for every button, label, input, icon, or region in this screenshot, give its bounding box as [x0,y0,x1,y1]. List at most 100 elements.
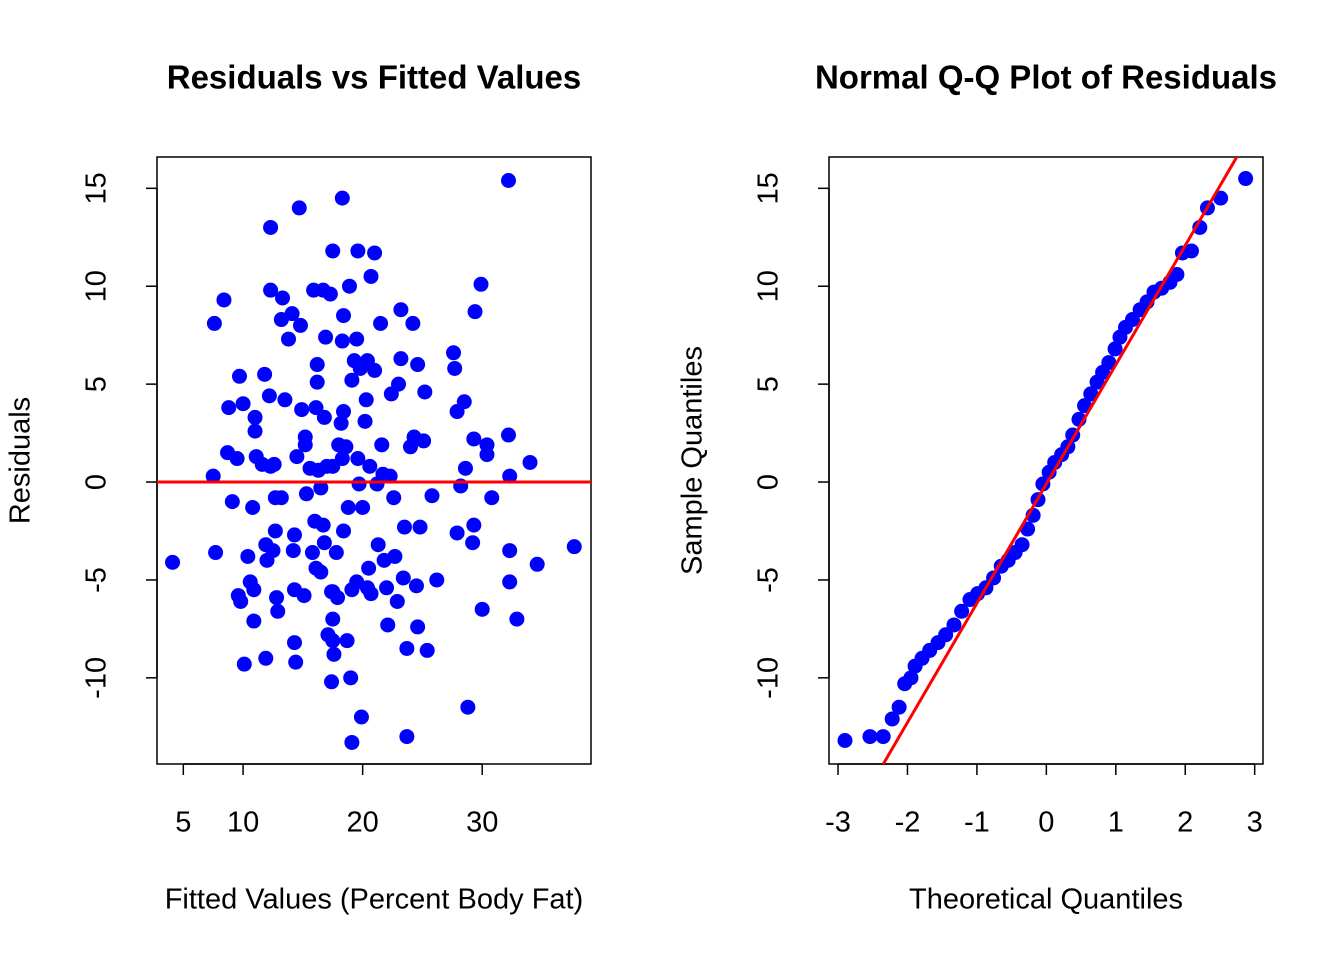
point [273,490,289,506]
point [502,468,518,484]
point [355,499,371,515]
point [938,627,954,643]
y-axis-label: Sample Quantiles [677,346,709,575]
point [344,372,360,388]
point [341,278,357,294]
point [330,590,346,606]
point [316,535,332,551]
point [479,447,495,463]
point [328,545,344,561]
x-tick-label: 1 [1108,807,1124,839]
point [289,449,305,465]
point [837,733,853,749]
point [281,331,297,347]
panel: Normal Q-Q Plot of Residuals Theoretical … [677,59,1277,916]
point [324,674,340,690]
point [206,315,222,331]
point [336,308,352,324]
y-tick-label: -10 [81,657,113,699]
x-axis-label: Fitted Values (Percent Body Fat) [165,884,584,916]
point [449,525,465,541]
point [466,431,482,447]
y-tick-label: 15 [753,172,785,204]
point [258,650,274,666]
point [247,409,263,425]
y-tick-label: 5 [753,376,785,392]
point [288,654,304,670]
point [318,329,334,345]
point [484,490,500,506]
point [467,304,483,320]
point [405,315,421,331]
reference-line [881,157,1239,764]
x-tick-label: 0 [1038,807,1054,839]
point [325,611,341,627]
point [322,286,338,302]
point [315,517,331,533]
point [235,396,251,412]
point [334,190,350,206]
point [501,427,517,443]
point [566,539,582,555]
point [410,357,426,373]
y-tick-label: -5 [753,567,785,593]
point [336,523,352,539]
point [325,633,341,649]
point [292,317,308,333]
point [221,400,237,416]
point [370,537,386,553]
point [416,433,432,449]
point [399,640,415,656]
point [522,454,538,470]
point [338,439,354,455]
x-tick-label: 20 [347,807,379,839]
point [395,570,411,586]
point [309,374,325,390]
point [333,415,349,431]
point [334,333,350,349]
point [1014,537,1030,553]
point [358,392,374,408]
point [313,480,329,496]
point [229,451,245,467]
point [294,402,310,418]
point [363,586,379,602]
x-tick-label: 5 [175,807,191,839]
point [391,376,407,392]
x-tick-label: -2 [895,807,921,839]
point [350,451,366,467]
y-tick-label: 0 [81,474,113,490]
point [339,633,355,649]
point [361,560,377,576]
point [297,429,313,445]
point [316,409,332,425]
point [257,366,273,382]
point [396,519,412,535]
point [1213,190,1229,206]
point [350,243,366,259]
point [205,468,221,484]
point [349,331,365,347]
point [351,476,367,492]
point [1238,171,1254,187]
point [334,451,350,467]
point [408,578,424,594]
point [1192,219,1208,235]
point [466,517,482,533]
point [891,699,907,715]
y-tick-label: 15 [81,172,113,204]
point [326,646,342,662]
x-tick-label: 3 [1247,807,1263,839]
point [325,243,341,259]
point [362,458,378,474]
point [363,268,379,284]
point [465,535,481,551]
point [1107,341,1123,357]
point [261,388,277,404]
point [417,384,433,400]
point [1083,386,1099,402]
point [903,670,919,686]
y-tick-label: -5 [81,567,113,593]
point [875,729,891,745]
x-tick-label: -1 [964,807,990,839]
